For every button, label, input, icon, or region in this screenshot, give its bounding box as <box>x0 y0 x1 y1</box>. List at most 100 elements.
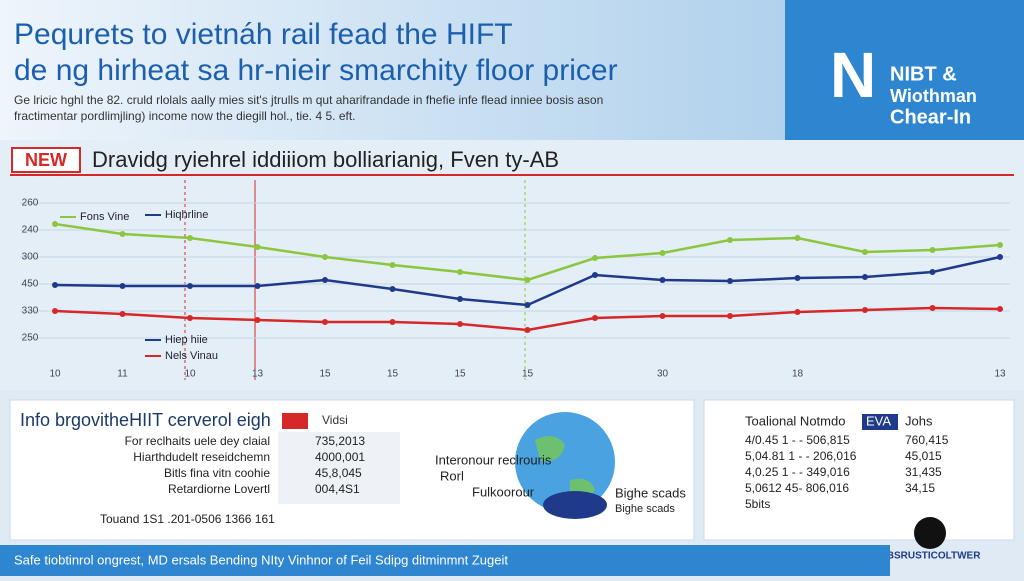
point <box>659 313 666 319</box>
globe-land <box>535 436 595 499</box>
badge-text: NEW <box>25 150 67 170</box>
x-tick-label: 15 <box>522 369 534 380</box>
point <box>457 321 463 327</box>
y-tick-label: 260 <box>22 198 39 209</box>
subtitle: fractimentar pordlimjling) income now th… <box>14 109 356 123</box>
table-cell: 5,0612 45- 806,016 <box>745 481 849 495</box>
y-tick-label: 240 <box>22 225 39 236</box>
point <box>254 244 261 250</box>
table-cell: 34,15 <box>905 481 935 495</box>
globe-label: Rorl <box>440 468 464 483</box>
x-tick-label: 15 <box>454 369 466 380</box>
table-cell: 5,04.81 1 - - 206,016 <box>745 449 857 463</box>
info-label: For reclhaits uele dey claial <box>125 434 270 448</box>
x-tick-label: 10 <box>49 369 61 380</box>
point <box>862 307 868 313</box>
point <box>862 274 868 280</box>
point <box>322 254 328 260</box>
x-tick-label: 15 <box>319 369 331 380</box>
logo-mark: N <box>830 39 876 111</box>
point <box>187 283 193 289</box>
y-tick-label: 250 <box>22 333 39 344</box>
x-tick-label: 15 <box>387 369 399 380</box>
info-label: Hiarthdudelt reseidchemn <box>133 450 270 464</box>
globe-label: Bighe scads <box>615 503 675 515</box>
table-tag <box>862 414 898 430</box>
title: de ng hirheat sa hr-nieir smarchity floo… <box>14 54 618 87</box>
point <box>254 317 261 323</box>
point <box>592 272 598 278</box>
point <box>929 247 936 253</box>
footer-band <box>0 545 890 576</box>
globe-label: Interonour reclrouris <box>435 452 552 467</box>
x-tick-label: 13 <box>252 369 264 380</box>
info-value: 45,8,045 <box>315 466 362 480</box>
logo-text: Chear-In <box>890 106 971 128</box>
annotation: Hiep hiie <box>165 334 208 346</box>
point <box>929 269 936 275</box>
point <box>119 283 126 289</box>
value-box <box>278 432 400 504</box>
info-title: Info brgovitheHIIT cerverol eigh <box>20 410 271 430</box>
point <box>727 237 733 243</box>
point <box>52 221 58 227</box>
table-cell: 760,415 <box>905 433 949 447</box>
info-footer: Touand 1S1 .201-0506 1366 161 <box>100 512 275 526</box>
point <box>119 311 126 317</box>
point <box>592 315 598 321</box>
point <box>592 255 598 261</box>
table-panel <box>703 399 1015 541</box>
point <box>119 231 126 237</box>
point <box>187 315 193 321</box>
globe-label: Bighe scads <box>615 485 686 500</box>
flag <box>282 413 308 429</box>
point <box>457 296 463 302</box>
point <box>929 305 936 311</box>
point <box>727 278 733 284</box>
subtitle: Ge lricic hghl the 82. cruld rlolals aal… <box>14 93 603 107</box>
legend-label: Fons Vine <box>80 211 129 223</box>
x-tick-label: 30 <box>657 369 669 380</box>
table-header: Johs <box>905 413 933 428</box>
point <box>457 269 463 275</box>
info-label: Retardiorne Lovertl <box>168 482 270 496</box>
table-header: EVA <box>866 413 891 428</box>
x-tick-label: 11 <box>117 369 128 380</box>
point <box>524 327 531 333</box>
point <box>52 308 58 314</box>
point <box>389 286 396 292</box>
point <box>862 249 868 255</box>
point <box>997 254 1003 260</box>
table-header: Toalional Notmdo <box>745 413 845 428</box>
info-value: 004,4S1 <box>315 482 360 496</box>
point <box>389 262 396 268</box>
info-value: 735,2013 <box>315 434 365 448</box>
legend-label: Hiqhrline <box>165 209 208 221</box>
table-cell: 4/0.45 1 - - 506,815 <box>745 433 850 447</box>
point <box>52 282 58 288</box>
x-tick-label: 13 <box>994 369 1006 380</box>
point <box>997 306 1003 312</box>
point <box>794 275 801 281</box>
point <box>322 277 328 283</box>
table-cell: 4,0.25 1 - - 349,016 <box>745 465 850 479</box>
point <box>524 277 531 283</box>
info-value: 4000,001 <box>315 450 365 464</box>
globe-label: Fulkoorour <box>472 484 535 499</box>
chart-title: Dravidg ryiehrel iddiiiom bolliarianig, … <box>92 147 559 172</box>
info-label: Bitls fina vitn coohie <box>164 466 270 480</box>
point <box>659 277 666 283</box>
point <box>254 283 261 289</box>
legend-label: Nels Vinau <box>165 350 218 362</box>
point <box>389 319 396 325</box>
x-tick-label: 18 <box>792 369 804 380</box>
table-cell: 45,015 <box>905 449 942 463</box>
table-cell: 5bits <box>745 497 770 511</box>
point <box>727 313 733 319</box>
point <box>794 235 801 241</box>
point <box>187 235 193 241</box>
badge <box>11 147 81 173</box>
point <box>322 319 328 325</box>
chart-bg <box>0 140 1024 390</box>
